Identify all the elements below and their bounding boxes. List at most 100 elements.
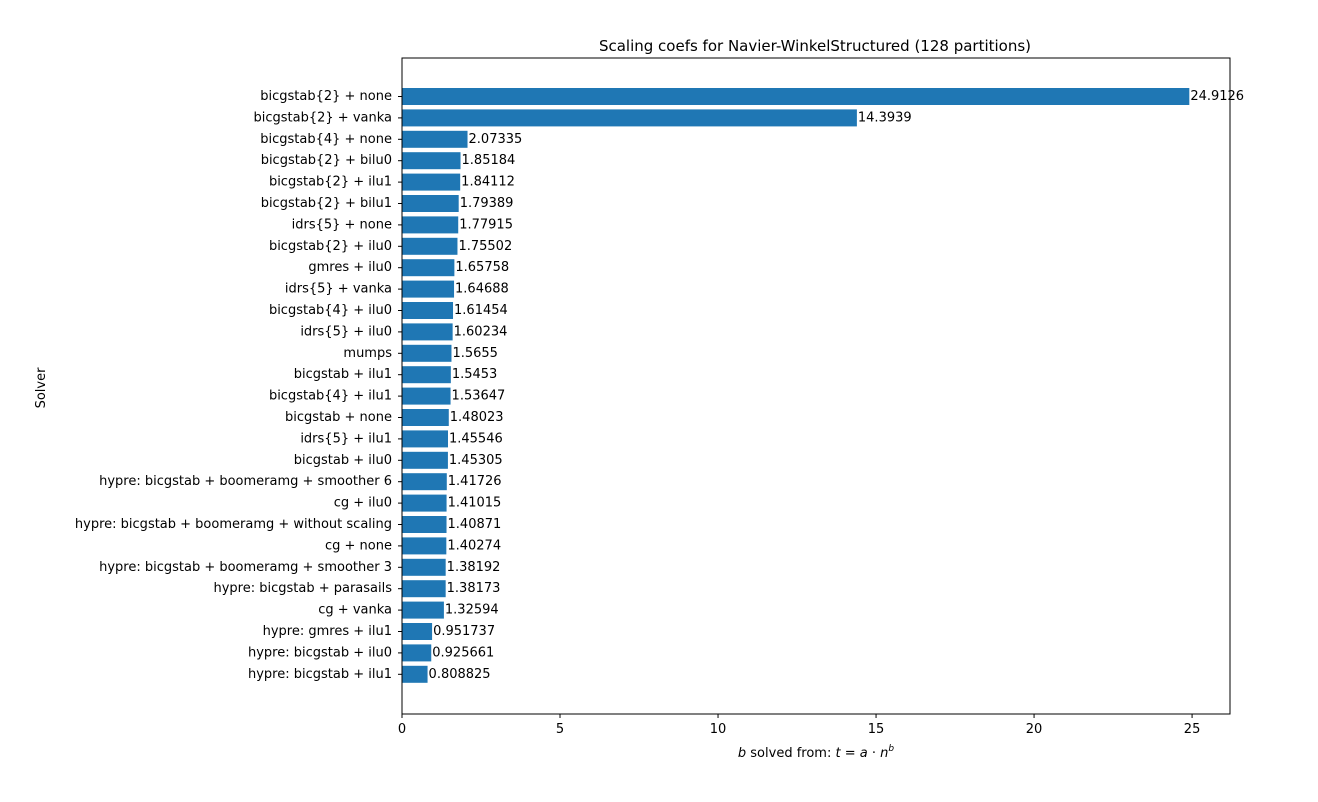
bar xyxy=(402,387,451,405)
data-label: 1.84112 xyxy=(461,175,515,190)
y-tick-label: hypre: bicgstab + ilu1 xyxy=(248,667,392,682)
data-label: 1.32594 xyxy=(445,603,499,618)
y-tick-label: cg + vanka xyxy=(318,603,392,618)
y-tick-label: hypre: bicgstab + parasails xyxy=(213,581,392,596)
x-tick-label: 25 xyxy=(1184,722,1201,737)
x-label-t: t xyxy=(835,746,841,761)
data-label: 1.85184 xyxy=(462,153,516,168)
y-tick-label: hypre: gmres + ilu1 xyxy=(263,624,392,639)
x-ticks: 0 5 10 15 20 25 xyxy=(398,714,1200,737)
y-tick-label: bicgstab{2} + none xyxy=(260,89,392,104)
y-tick-label: idrs{5} + none xyxy=(292,217,392,232)
y-tick-label: bicgstab{2} + bilu0 xyxy=(261,153,392,168)
data-label: 24.9126 xyxy=(1190,89,1244,104)
x-label-dot: · xyxy=(868,746,880,761)
y-tick-label: bicgstab + ilu1 xyxy=(294,367,392,382)
data-label: 1.5655 xyxy=(452,346,498,361)
data-label: 1.41726 xyxy=(448,474,502,489)
bar xyxy=(402,537,447,555)
x-label-a: a xyxy=(860,746,868,761)
chart-title: Scaling coefs for Navier-WinkelStructure… xyxy=(599,37,1031,55)
data-label: 14.3939 xyxy=(858,110,912,125)
data-label: 0.951737 xyxy=(433,624,495,639)
y-tick-label: bicgstab{4} + none xyxy=(260,132,392,147)
data-label: 1.40871 xyxy=(448,517,502,532)
y-tick-label: bicgstab + none xyxy=(285,410,392,425)
x-axis-label: b solved from: t = a · nb xyxy=(738,744,894,761)
y-tick-labels: bicgstab{2} + none bicgstab{2} + vanka bic… xyxy=(75,89,402,682)
bar xyxy=(402,216,459,234)
y-tick-label: bicgstab{2} + ilu1 xyxy=(269,175,392,190)
bar xyxy=(402,109,857,127)
x-tick-label: 0 xyxy=(398,722,406,737)
y-tick-label: bicgstab + ilu0 xyxy=(294,453,392,468)
x-label-exponent: b xyxy=(888,744,894,754)
data-label: 2.07335 xyxy=(469,132,523,147)
data-label: 1.60234 xyxy=(454,324,508,339)
data-label: 1.45546 xyxy=(449,431,503,446)
data-label: 1.53647 xyxy=(452,389,506,404)
y-tick-label: cg + ilu0 xyxy=(334,496,392,511)
bar xyxy=(402,88,1190,105)
data-label: 1.77915 xyxy=(459,217,513,232)
bar xyxy=(402,601,444,619)
bar xyxy=(402,323,453,341)
bar xyxy=(402,237,458,255)
y-tick-label: idrs{5} + ilu0 xyxy=(300,324,392,339)
x-tick-label: 20 xyxy=(1026,722,1043,737)
y-tick-label: bicgstab{4} + ilu1 xyxy=(269,389,392,404)
bar xyxy=(402,195,459,212)
data-label: 1.48023 xyxy=(450,410,504,425)
x-tick-label: 15 xyxy=(868,722,885,737)
bar xyxy=(402,473,447,491)
bar xyxy=(402,259,455,277)
y-tick-label: bicgstab{2} + bilu1 xyxy=(261,196,392,211)
x-tick-label: 5 xyxy=(556,722,564,737)
data-label: 1.41015 xyxy=(448,496,502,511)
bar xyxy=(402,665,428,683)
x-tick-label: 10 xyxy=(710,722,727,737)
data-label: 1.45305 xyxy=(449,453,503,468)
data-label: 0.925661 xyxy=(432,645,494,660)
data-label: 1.65758 xyxy=(455,260,509,275)
y-tick-label: hypre: bicgstab + ilu0 xyxy=(248,645,392,660)
bar xyxy=(402,580,446,598)
y-tick-label: hypre: bicgstab + boomeramg + smoother 3 xyxy=(99,560,392,575)
y-tick-label: gmres + ilu0 xyxy=(308,260,392,275)
data-label: 1.5453 xyxy=(452,367,498,382)
x-label-prefix: solved from: xyxy=(746,746,835,761)
data-label: 1.38173 xyxy=(447,581,501,596)
bar xyxy=(402,430,448,448)
bar xyxy=(402,623,433,640)
plot-frame xyxy=(401,57,1231,715)
data-label: 1.61454 xyxy=(454,303,508,318)
bar xyxy=(402,644,432,662)
data-label: 1.38192 xyxy=(447,560,501,575)
y-tick-label: cg + none xyxy=(325,538,392,553)
x-label-b: b xyxy=(738,746,746,761)
y-tick-label: idrs{5} + ilu1 xyxy=(300,431,392,446)
bar xyxy=(402,344,452,362)
bar xyxy=(402,280,455,298)
bars-group xyxy=(402,88,1190,683)
y-tick-label: bicgstab{2} + vanka xyxy=(254,110,393,125)
y-axis-label: Solver xyxy=(34,367,49,409)
bar xyxy=(402,152,461,170)
data-label: 1.75502 xyxy=(458,239,512,254)
y-tick-label: idrs{5} + vanka xyxy=(285,282,392,297)
y-tick-label: hypre: bicgstab + boomeramg + smoother 6 xyxy=(99,474,392,489)
data-label: 1.79389 xyxy=(460,196,514,211)
y-tick-label: mumps xyxy=(343,346,392,361)
bar xyxy=(402,409,449,426)
data-label: 1.64688 xyxy=(455,282,509,297)
data-labels: 24.9126 14.3939 2.07335 1.85184 1.84112 1.793… xyxy=(429,89,1245,682)
data-label: 1.40274 xyxy=(447,538,501,553)
bar xyxy=(402,494,447,512)
bar xyxy=(402,451,448,469)
x-label-n: n xyxy=(880,746,888,761)
bar xyxy=(402,366,451,384)
bar xyxy=(402,302,454,319)
y-tick-label: bicgstab{4} + ilu0 xyxy=(269,303,392,318)
